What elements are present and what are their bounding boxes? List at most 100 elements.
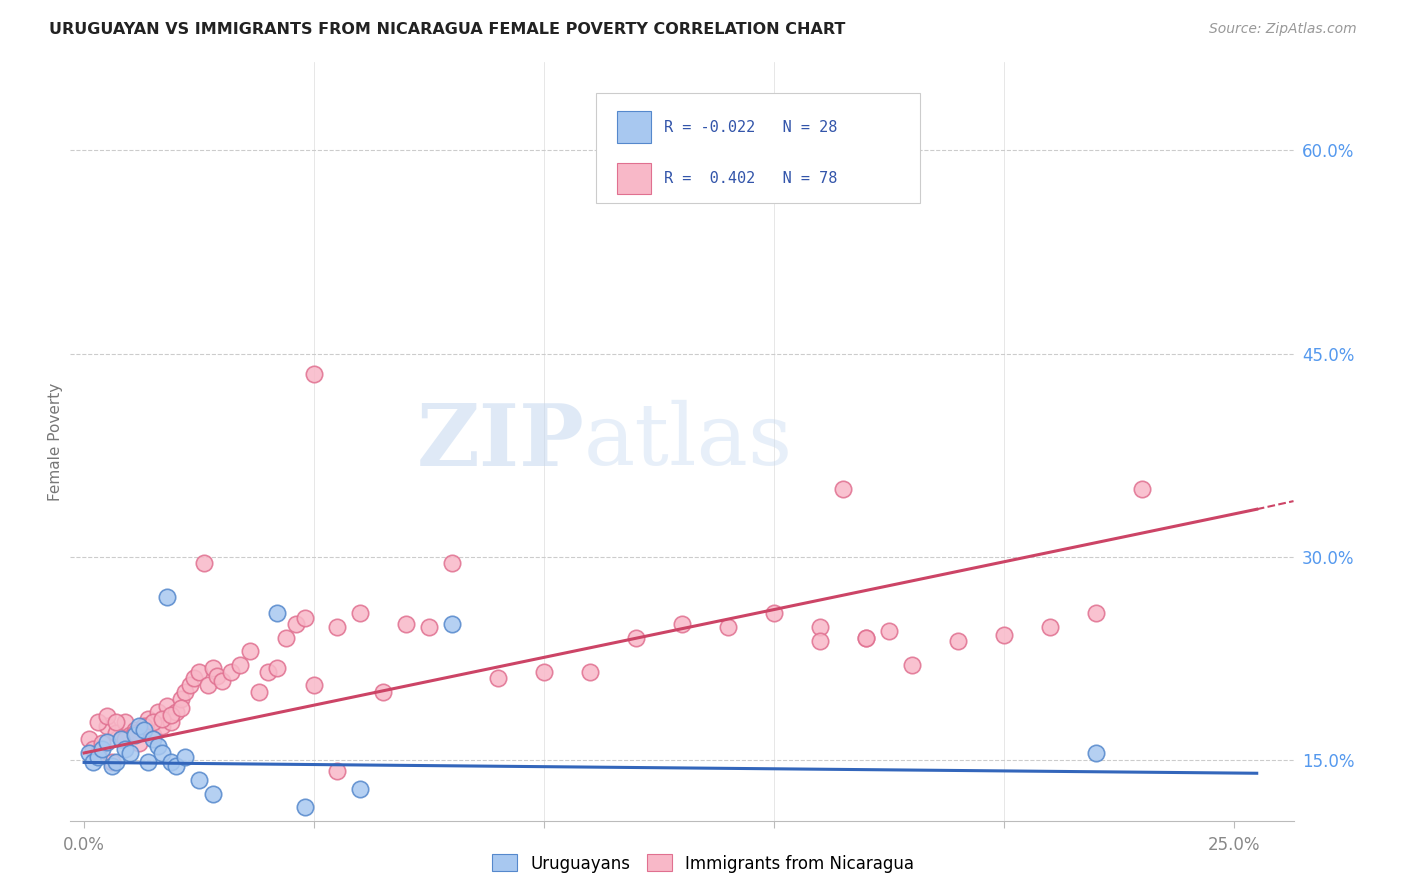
Point — [156, 698, 179, 713]
Point — [105, 714, 128, 729]
Point — [188, 665, 211, 679]
Point — [156, 591, 179, 605]
Text: URUGUAYAN VS IMMIGRANTS FROM NICARAGUA FEMALE POVERTY CORRELATION CHART: URUGUAYAN VS IMMIGRANTS FROM NICARAGUA F… — [49, 22, 845, 37]
Point — [114, 742, 136, 756]
Point — [302, 678, 325, 692]
Point — [160, 756, 183, 770]
Point — [124, 723, 146, 737]
FancyBboxPatch shape — [617, 112, 651, 144]
Point — [855, 631, 877, 645]
Point — [110, 732, 132, 747]
Point — [266, 660, 288, 674]
Point — [120, 746, 142, 760]
Point — [87, 714, 110, 729]
Point — [808, 620, 831, 634]
Point — [229, 657, 252, 672]
Point — [831, 482, 853, 496]
Point — [533, 665, 555, 679]
Point — [87, 750, 110, 764]
Point — [150, 712, 173, 726]
Point — [395, 617, 418, 632]
Point — [160, 714, 183, 729]
Point — [284, 617, 307, 632]
Point — [302, 367, 325, 381]
Point — [193, 557, 215, 571]
Point — [219, 665, 242, 679]
Point — [602, 150, 624, 164]
Point — [132, 723, 155, 737]
Point — [142, 714, 165, 729]
Point — [993, 628, 1015, 642]
Point — [110, 732, 132, 747]
Point — [239, 644, 262, 658]
Point — [201, 660, 224, 674]
Point — [877, 624, 900, 639]
Point — [165, 706, 187, 720]
Point — [138, 756, 160, 770]
Point — [100, 759, 122, 773]
Point — [96, 709, 118, 723]
FancyBboxPatch shape — [617, 162, 651, 194]
Text: R =  0.402   N = 78: R = 0.402 N = 78 — [664, 171, 837, 186]
Point — [855, 631, 877, 645]
Point — [188, 772, 211, 787]
Point — [179, 678, 201, 692]
Point — [762, 607, 785, 621]
Point — [82, 756, 104, 770]
FancyBboxPatch shape — [596, 93, 921, 202]
Point — [717, 620, 740, 634]
Point — [77, 732, 100, 747]
Point — [294, 610, 316, 624]
Point — [418, 620, 440, 634]
Text: R = -0.022   N = 28: R = -0.022 N = 28 — [664, 120, 837, 135]
Point — [114, 714, 136, 729]
Point — [128, 736, 150, 750]
Point — [1039, 620, 1062, 634]
Point — [901, 657, 924, 672]
Point — [201, 787, 224, 801]
Point — [326, 620, 349, 634]
Point — [142, 728, 165, 742]
Point — [105, 756, 128, 770]
Point — [326, 764, 349, 778]
Point — [349, 607, 371, 621]
Point — [114, 732, 136, 747]
Point — [87, 746, 110, 760]
Point — [174, 750, 197, 764]
Point — [138, 712, 160, 726]
Text: ZIP: ZIP — [416, 400, 583, 483]
Point — [91, 736, 114, 750]
Point — [211, 674, 233, 689]
Point — [247, 685, 270, 699]
Point — [132, 719, 155, 733]
Point — [132, 719, 155, 733]
Point — [808, 633, 831, 648]
Point — [266, 607, 288, 621]
Text: Source: ZipAtlas.com: Source: ZipAtlas.com — [1209, 22, 1357, 37]
Point — [96, 735, 118, 749]
Point — [150, 719, 173, 733]
Point — [142, 732, 165, 747]
Point — [169, 701, 191, 715]
Point — [1130, 482, 1153, 496]
Point — [946, 633, 969, 648]
Point — [624, 631, 647, 645]
Point — [124, 725, 146, 739]
Text: atlas: atlas — [583, 400, 793, 483]
Point — [120, 728, 142, 742]
Point — [183, 672, 205, 686]
Point — [371, 685, 394, 699]
Point — [124, 728, 146, 742]
Point — [146, 739, 169, 754]
Point — [77, 746, 100, 760]
Point — [100, 756, 122, 770]
Point — [128, 719, 150, 733]
Point — [197, 678, 219, 692]
Point — [207, 669, 229, 683]
Point — [146, 706, 169, 720]
Point — [1084, 746, 1107, 760]
Point — [150, 746, 173, 760]
Point — [276, 631, 298, 645]
Point — [486, 672, 509, 686]
Point — [579, 665, 602, 679]
